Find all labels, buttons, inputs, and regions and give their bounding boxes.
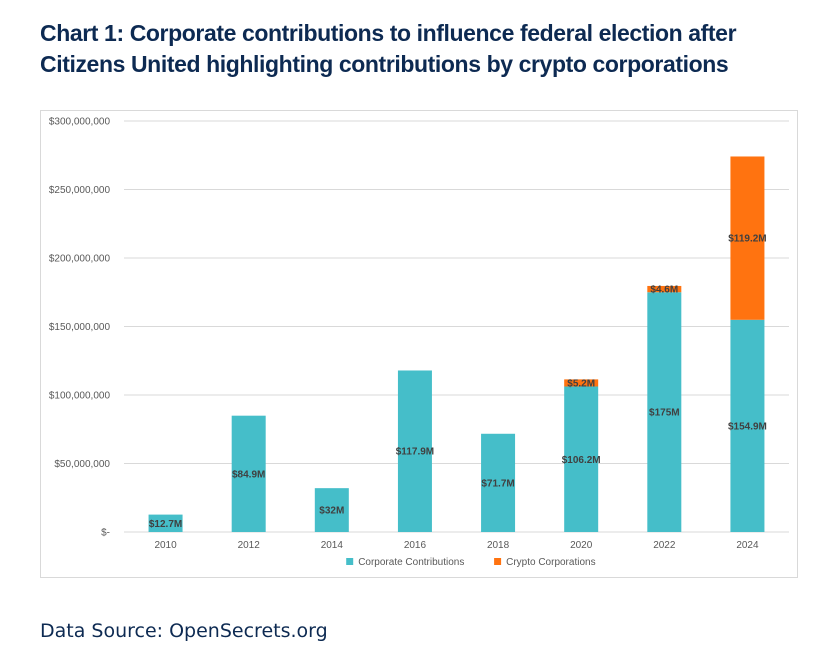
y-tick-label: $150,000,000 xyxy=(49,322,111,333)
y-tick-label: $100,000,000 xyxy=(49,391,111,402)
bar-corporate xyxy=(481,433,516,532)
chart-area: $- $50,000,000 $100,000,000 $150,000,000 $20… xyxy=(40,110,798,578)
x-tick-label: 2012 xyxy=(238,540,261,551)
legend-label: Corporate Contributions xyxy=(358,557,464,568)
data-label: $117.9M xyxy=(396,447,434,458)
legend-swatch xyxy=(346,558,354,565)
bar-corporate xyxy=(231,415,266,532)
bar-chart: $- $50,000,000 $100,000,000 $150,000,000 $20… xyxy=(49,117,789,568)
data-label: $84.9M xyxy=(232,469,265,480)
bar-crypto xyxy=(647,285,682,293)
legend-swatch xyxy=(494,558,502,565)
bar-corporate xyxy=(148,514,183,532)
bar-corporate xyxy=(314,488,349,532)
x-tick-label: 2016 xyxy=(404,540,427,551)
data-label: $154.9M xyxy=(728,421,767,432)
x-tick-label: 2024 xyxy=(736,540,759,551)
x-axis-ticks: 2010 2012 2014 2016 2018 2020 2022 2024 xyxy=(154,540,759,551)
chart-title: Chart 1: Corporate contributions to infl… xyxy=(40,20,737,77)
data-label: $71.7M xyxy=(481,478,514,489)
y-tick-label: $250,000,000 xyxy=(49,185,111,196)
bar-crypto xyxy=(730,156,765,320)
data-label: $32M xyxy=(319,506,344,517)
data-label: $119.2M xyxy=(728,234,766,245)
legend-label: Crypto Corporations xyxy=(506,557,595,568)
bar-corporate xyxy=(564,386,599,532)
bar-crypto xyxy=(564,379,599,387)
bars xyxy=(148,156,765,532)
x-tick-label: 2010 xyxy=(154,540,177,551)
x-tick-label: 2022 xyxy=(653,540,676,551)
y-tick-label: $200,000,000 xyxy=(49,254,111,265)
x-tick-label: 2014 xyxy=(321,540,344,551)
y-axis-ticks: $- $50,000,000 $100,000,000 $150,000,000 $20… xyxy=(49,117,111,539)
y-tick-label: $300,000,000 xyxy=(49,117,111,128)
data-label: $5.2M xyxy=(567,378,595,389)
bar-corporate xyxy=(730,319,765,532)
x-tick-label: 2018 xyxy=(487,540,510,551)
legend: Corporate Contributions Crypto Corporatio… xyxy=(346,557,596,568)
data-label: $175M xyxy=(649,408,680,419)
data-label: $12.7M xyxy=(149,519,182,530)
bar-corporate xyxy=(397,370,432,532)
data-label: $4.6M xyxy=(650,285,678,296)
y-tick-label: $- xyxy=(101,528,110,539)
gridlines xyxy=(124,120,789,533)
y-tick-label: $50,000,000 xyxy=(54,459,110,470)
bar-corporate xyxy=(647,292,682,532)
data-label: $106.2M xyxy=(562,455,601,466)
x-tick-label: 2020 xyxy=(570,540,593,551)
data-source: Data Source: OpenSecrets.org xyxy=(40,620,328,642)
data-labels: $12.7M $84.9M $32M $117.9M $71.7M $106.2M $5.2… xyxy=(149,234,767,530)
